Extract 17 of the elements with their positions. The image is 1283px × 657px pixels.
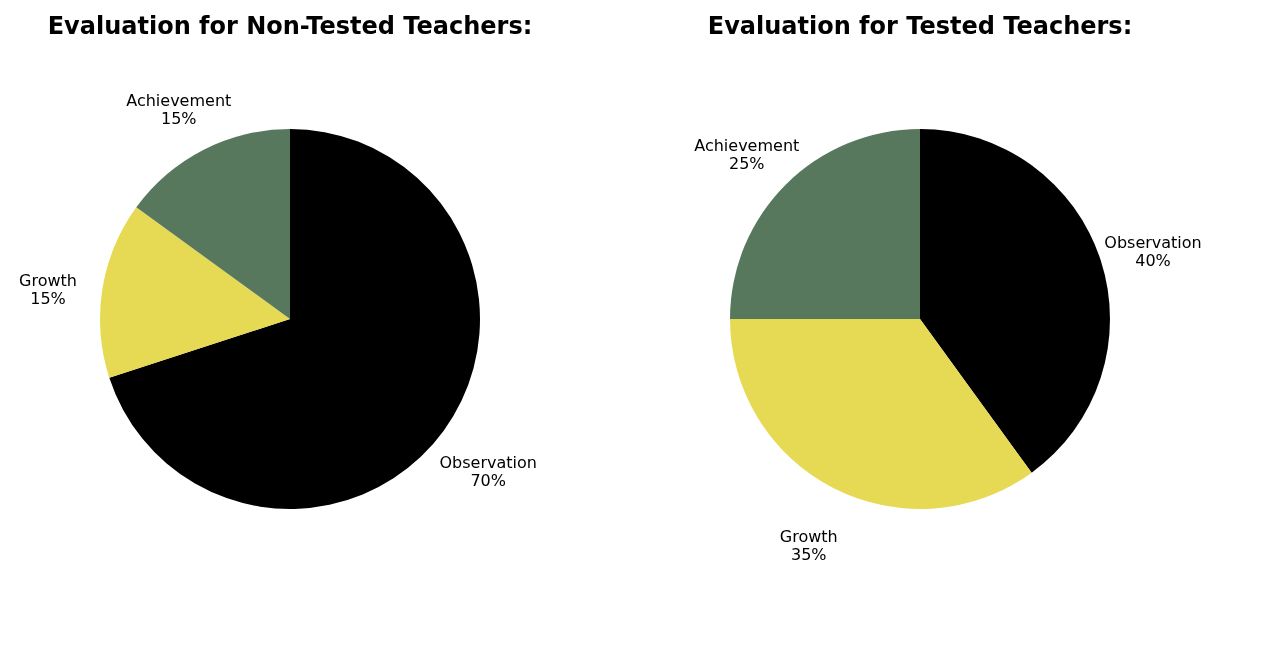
chart-title: Evaluation for Tested Teachers: [707,12,1133,40]
slice-label: Growth [779,527,838,547]
data-label: 35% [790,545,827,565]
pie-slice [730,319,1032,509]
pie-slice [136,129,290,319]
data-label: 15% [160,108,197,128]
slice-label: Observation [1104,233,1202,253]
slice-label: Observation [439,453,537,473]
data-label: 25% [728,153,765,173]
slice-label: Achievement [126,90,232,110]
data-label: 15% [30,288,66,308]
data-label: 70% [470,471,506,491]
slice-label: Growth [19,270,77,290]
chart-title: Evaluation for Non-Tested Teachers: [47,12,533,40]
pie-slice [100,207,290,378]
data-label: 40% [1135,251,1171,271]
slice-label: Achievement [694,135,800,155]
